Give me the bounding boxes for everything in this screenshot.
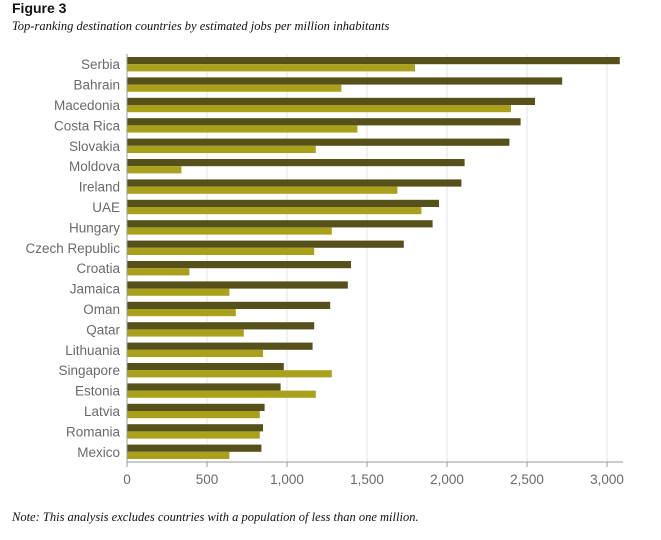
category-labels: Serbia Bahrain Macedonia Costa Rica Slovakia… [25, 57, 120, 460]
bar-estonia-s1 [127, 383, 281, 391]
bar-jamaica-s1 [127, 281, 348, 289]
bar-moldova-s1 [127, 159, 465, 167]
bar-romania-s2 [127, 431, 260, 439]
category-label: Romania [66, 424, 121, 439]
bar-czech-republic-s2 [127, 247, 315, 255]
bar-latvia-s2 [127, 411, 260, 419]
category-label: Hungary [69, 220, 120, 235]
x-tick-label: 1,500 [350, 472, 384, 487]
category-label: Croatia [76, 261, 120, 276]
grid-lines [206, 54, 608, 462]
category-label: UAE [92, 200, 120, 215]
bar-uae-s2 [127, 207, 422, 215]
bar-ireland-s1 [127, 179, 462, 187]
bar-singapore-s1 [127, 363, 284, 371]
bar-lithuania-s2 [127, 349, 263, 357]
bar-qatar-s1 [127, 322, 315, 330]
category-label: Moldova [69, 159, 121, 174]
figure-label: Figure 3 [12, 0, 67, 16]
bar-mexico-s2 [127, 451, 230, 459]
category-label: Mexico [77, 445, 120, 460]
bar-hungary-s2 [127, 227, 332, 235]
category-label: Bahrain [73, 78, 120, 93]
bar-latvia-s1 [127, 403, 265, 411]
x-tick-label: 1,000 [270, 472, 304, 487]
bar-bahrain-s1 [127, 77, 563, 85]
category-label: Estonia [75, 384, 121, 399]
chart-note: Note: This analysis excludes countries w… [12, 510, 419, 524]
bar-jamaica-s2 [127, 288, 230, 296]
bar-macedonia-s1 [127, 97, 535, 105]
bar-costa-rica-s1 [127, 118, 521, 126]
bar-singapore-s2 [127, 370, 332, 378]
chart-subtitle: Top-ranking destination countries by est… [12, 19, 390, 33]
bar-lithuania-s1 [127, 342, 313, 350]
category-label: Jamaica [70, 282, 121, 297]
bar-estonia-s2 [127, 390, 316, 398]
x-tick-label: 2,500 [510, 472, 544, 487]
bar-mexico-s1 [127, 444, 262, 452]
bar-slovakia-s1 [127, 138, 510, 146]
bars [127, 57, 620, 459]
category-label: Singapore [58, 363, 120, 378]
category-label: Lithuania [65, 343, 120, 358]
bar-costa-rica-s2 [127, 125, 358, 133]
category-label: Ireland [79, 180, 120, 195]
category-label: Qatar [86, 322, 120, 337]
bar-oman-s1 [127, 301, 331, 309]
x-axis: 0 500 1,000 1,500 2,000 2,500 3,000 [123, 54, 624, 487]
bar-bahrain-s2 [127, 84, 342, 92]
bar-slovakia-s2 [127, 145, 316, 153]
bar-czech-republic-s1 [127, 240, 404, 248]
bar-qatar-s2 [127, 329, 244, 337]
x-tick-label: 500 [196, 472, 219, 487]
bar-croatia-s1 [127, 261, 351, 269]
bar-oman-s2 [127, 309, 236, 317]
bar-serbia-s1 [127, 57, 620, 65]
bar-uae-s1 [127, 199, 439, 207]
x-tick-label: 3,000 [590, 472, 624, 487]
bar-serbia-s2 [127, 64, 415, 72]
bar-ireland-s2 [127, 186, 398, 194]
category-label: Slovakia [69, 139, 121, 154]
bar-macedonia-s2 [127, 105, 511, 113]
x-tick-label: 2,000 [430, 472, 464, 487]
category-label: Macedonia [54, 98, 121, 113]
category-label: Czech Republic [25, 241, 120, 256]
bar-romania-s1 [127, 424, 263, 432]
category-label: Costa Rica [54, 118, 121, 133]
bar-moldova-s2 [127, 166, 182, 174]
category-label: Latvia [84, 404, 121, 419]
x-tick-label: 0 [123, 472, 131, 487]
category-label: Oman [83, 302, 120, 317]
bar-hungary-s1 [127, 220, 433, 228]
bar-croatia-s2 [127, 268, 190, 276]
category-label: Serbia [81, 57, 121, 72]
